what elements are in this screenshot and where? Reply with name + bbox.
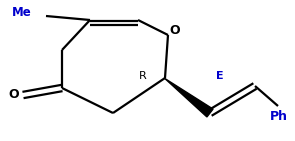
Polygon shape	[165, 78, 213, 117]
Text: O: O	[170, 25, 180, 38]
Text: O: O	[9, 89, 19, 102]
Text: Me: Me	[12, 6, 32, 19]
Text: R: R	[139, 71, 147, 81]
Text: Ph: Ph	[270, 110, 288, 123]
Text: E: E	[216, 71, 224, 81]
